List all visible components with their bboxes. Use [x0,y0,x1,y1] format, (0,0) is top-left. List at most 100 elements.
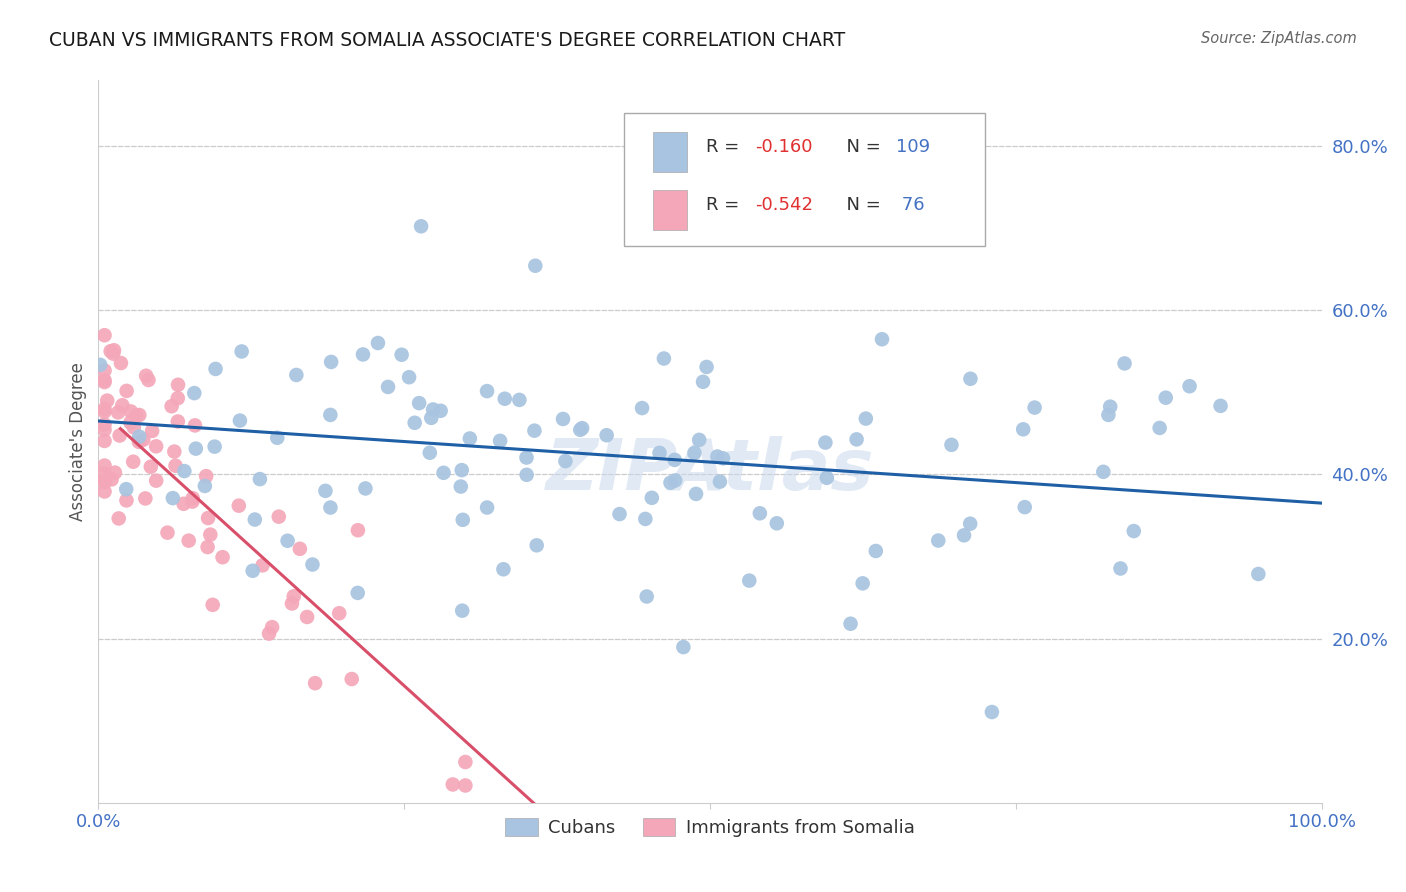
Point [659,475,682,490]
Point [100,344,122,359]
Point [156,525,179,540]
Point [692,375,714,389]
Point [441,777,464,791]
Point [1024,401,1046,415]
Point [1178,379,1201,393]
Point [173,497,195,511]
Point [595,428,617,442]
Point [688,433,710,447]
Point [122,420,145,434]
Point [408,396,430,410]
Point [634,512,657,526]
Point [429,404,451,418]
Text: 109: 109 [896,138,931,156]
Point [1122,524,1144,538]
Point [257,626,280,640]
Point [304,676,326,690]
Point [664,453,686,467]
Point [451,513,474,527]
Point [184,442,207,456]
Point [120,416,142,430]
Text: R =: R = [706,138,745,156]
Point [115,384,138,398]
Point [609,507,631,521]
Point [166,391,188,405]
Point [231,344,253,359]
Point [100,472,122,486]
Point [636,590,658,604]
Point [139,459,162,474]
Point [120,404,142,418]
Point [492,562,515,576]
Point [93,375,115,389]
Point [404,416,426,430]
Point [347,523,370,537]
Point [420,410,443,425]
Point [321,355,343,369]
Point [340,672,363,686]
Point [277,533,299,548]
Point [451,604,474,618]
Point [201,598,224,612]
Point [184,418,207,433]
Point [523,424,546,438]
Point [1099,400,1122,414]
Text: ZIPAtlas: ZIPAtlas [546,436,875,505]
Point [283,589,305,603]
Point [569,423,592,437]
Point [165,458,187,473]
Point [93,484,115,499]
Text: 76: 76 [896,196,925,214]
Point [266,431,288,445]
Point [1092,465,1115,479]
Point [664,474,686,488]
FancyBboxPatch shape [652,132,686,172]
Point [494,392,516,406]
Point [980,705,1002,719]
Point [454,779,477,793]
Point [454,755,477,769]
Point [197,540,219,554]
Point [128,434,150,449]
Y-axis label: Associate's Degree: Associate's Degree [69,362,87,521]
Point [183,386,205,401]
Point [319,408,342,422]
Point [115,493,138,508]
Point [89,358,111,372]
Point [1154,391,1177,405]
Point [93,434,115,448]
Point [200,527,222,541]
Point [125,409,148,423]
Point [93,402,115,417]
Point [959,516,981,531]
Point [267,509,290,524]
Point [696,359,718,374]
Point [93,458,115,473]
Point [508,392,530,407]
Point [115,482,138,496]
Point [391,348,413,362]
Point [1109,561,1132,575]
Point [1149,421,1171,435]
Point [242,564,264,578]
Point [855,411,877,425]
Point [94,473,117,487]
Point [524,259,547,273]
FancyBboxPatch shape [624,112,986,246]
Point [1097,408,1119,422]
Point [195,469,218,483]
Point [93,417,115,432]
Point [249,472,271,486]
Point [711,451,734,466]
Point [262,620,284,634]
Point [177,533,200,548]
Text: -0.160: -0.160 [755,138,813,156]
Point [111,398,134,412]
Point [450,463,472,477]
Point [132,433,155,447]
Point [181,491,204,506]
Point [409,219,432,234]
Text: Source: ZipAtlas.com: Source: ZipAtlas.com [1201,31,1357,46]
Point [870,332,893,346]
Point [93,467,115,481]
